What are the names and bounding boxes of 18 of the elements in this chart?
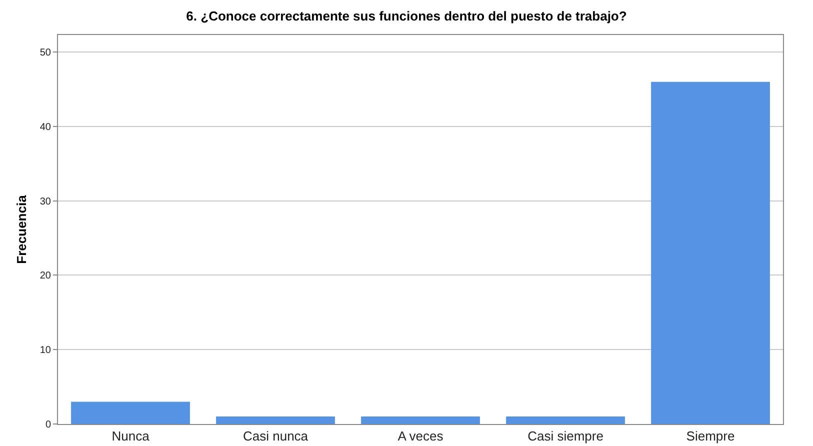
bar	[71, 402, 190, 424]
x-tick-label: Casi nunca	[242, 428, 309, 444]
y-tick-label: 50	[40, 48, 52, 59]
chart-title: 6. ¿Conoce correctamente sus funciones dentro del puesto de trabajo?	[186, 8, 627, 24]
bar	[651, 82, 770, 424]
y-axis-title: Frecuencia	[14, 194, 29, 264]
x-tick-label: Casi siempre	[528, 428, 604, 444]
x-tick-label: Siempre	[686, 428, 735, 444]
y-tick-label: 30	[40, 196, 52, 208]
x-tick-label: A veces	[398, 428, 444, 444]
bar	[361, 416, 480, 424]
bar	[506, 416, 625, 424]
bar	[216, 416, 335, 424]
y-tick-label: 40	[40, 122, 52, 133]
y-tick-label: 10	[40, 345, 52, 356]
y-tick-label: 0	[45, 420, 52, 430]
y-tick-label: 20	[40, 270, 52, 282]
x-tick-label: Nunca	[112, 428, 150, 444]
